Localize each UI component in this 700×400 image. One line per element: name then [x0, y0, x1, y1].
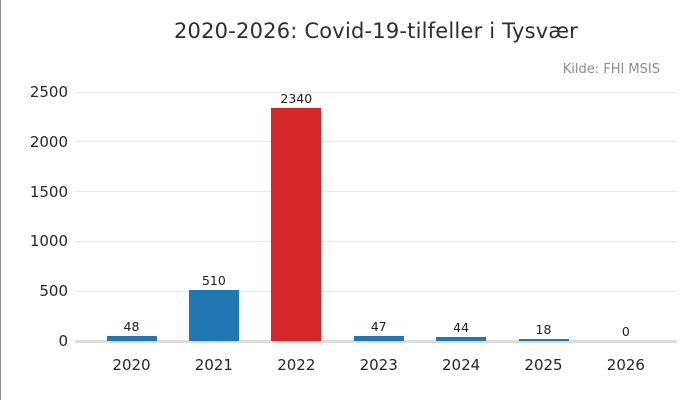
bar-value-label: 2340 [280, 91, 313, 106]
bar-value-label: 44 [453, 320, 470, 335]
bar-value-label: 47 [370, 319, 387, 334]
y-axis-tick-label: 2500 [29, 83, 68, 101]
x-axis-tick-label: 2022 [277, 356, 316, 374]
gridline [75, 191, 677, 193]
bar-value-label: 510 [201, 273, 226, 288]
y-axis-tick-label: 1500 [29, 182, 68, 201]
x-axis-tick-label: 2026 [606, 356, 645, 374]
bar-value-label: 48 [123, 319, 140, 334]
screen-left-edge [0, 0, 1, 400]
gridline [75, 290, 677, 292]
bar-value-label: 0 [621, 324, 630, 339]
bar-2025 [518, 339, 569, 341]
y-axis-tick-label: 2000 [29, 132, 68, 151]
x-axis-tick-label: 2025 [524, 356, 563, 374]
bar-value-label: 18 [535, 322, 552, 337]
bar-2020 [106, 336, 157, 341]
y-axis-tick-label: 0 [58, 332, 68, 350]
bar-2023 [353, 336, 404, 341]
bar-2021 [188, 290, 239, 341]
gridline [75, 240, 677, 242]
chart-title: 2020-2026: Covid-19-tilfeller i Tysvær [173, 19, 579, 43]
x-axis-tick-label: 2023 [359, 356, 398, 374]
x-axis-tick-label: 2024 [442, 356, 481, 374]
gridline [75, 91, 677, 93]
bar-2022 [271, 108, 322, 341]
bar-2024 [436, 337, 487, 341]
y-axis-tick-label: 500 [39, 282, 68, 301]
source-annotation: Kilde: FHI MSIS [562, 62, 660, 77]
x-axis-tick-label: 2021 [194, 356, 233, 374]
gridline [75, 141, 677, 143]
x-axis-line [75, 340, 677, 343]
x-axis-tick-label: 2020 [112, 356, 151, 374]
y-axis-tick-label: 1000 [29, 232, 68, 251]
